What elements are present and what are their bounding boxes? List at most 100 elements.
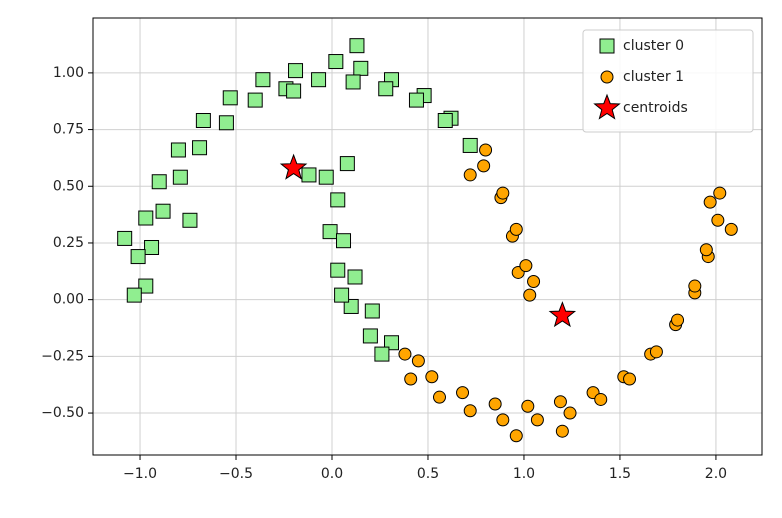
point — [288, 63, 304, 79]
point — [404, 372, 418, 386]
y-tick-label: 0.00 — [53, 292, 84, 308]
legend-label: centroids — [623, 100, 688, 116]
point — [671, 313, 685, 327]
point — [425, 370, 439, 384]
marks — [117, 38, 738, 443]
point — [311, 72, 327, 88]
point — [218, 115, 234, 131]
point — [138, 278, 154, 294]
point — [527, 275, 541, 289]
point — [711, 213, 725, 227]
point — [398, 347, 412, 361]
point — [151, 174, 167, 190]
x-tick-label: 0.0 — [321, 466, 343, 482]
point — [343, 298, 359, 314]
point — [334, 287, 350, 303]
x-tick-label: 1.5 — [609, 466, 631, 482]
point — [553, 395, 567, 409]
point — [408, 92, 424, 108]
point — [336, 233, 352, 249]
point — [496, 186, 510, 200]
point — [594, 392, 608, 406]
point — [353, 60, 369, 76]
legend-label: cluster 0 — [623, 38, 684, 54]
point — [432, 390, 446, 404]
point — [521, 399, 535, 413]
point — [247, 92, 263, 108]
point — [182, 212, 198, 228]
point — [713, 186, 727, 200]
point — [479, 143, 493, 157]
point — [555, 424, 569, 438]
point — [330, 192, 346, 208]
point — [195, 113, 211, 129]
point — [649, 345, 663, 359]
point — [301, 167, 317, 183]
x-tick-label: 0.5 — [417, 466, 439, 482]
point — [318, 169, 334, 185]
x-tick-label: −1.0 — [123, 466, 157, 482]
point — [349, 38, 365, 54]
point — [255, 72, 271, 88]
point — [456, 386, 470, 400]
point — [437, 113, 453, 129]
point — [170, 142, 186, 158]
point — [339, 156, 355, 172]
point — [330, 262, 346, 278]
point — [519, 259, 533, 273]
legend-marker — [600, 70, 614, 84]
point — [462, 137, 478, 153]
y-tick-label: 1.00 — [53, 65, 84, 81]
point — [374, 346, 390, 362]
point — [328, 54, 344, 70]
y-tick-label: −0.50 — [41, 405, 84, 421]
point — [347, 269, 363, 285]
point — [378, 81, 394, 97]
point — [130, 249, 146, 265]
point — [155, 203, 171, 219]
point — [279, 153, 308, 180]
point — [688, 279, 702, 293]
point — [509, 429, 523, 443]
point — [138, 210, 154, 226]
point — [364, 303, 380, 319]
point — [463, 404, 477, 418]
point — [362, 328, 378, 344]
point — [523, 288, 537, 302]
legend: cluster 0 cluster 1 centroids — [582, 29, 754, 133]
point — [192, 140, 208, 156]
point — [411, 354, 425, 368]
y-tick-label: −0.25 — [41, 348, 84, 364]
point — [384, 335, 400, 351]
legend-marker — [599, 38, 615, 54]
point — [623, 372, 637, 386]
y-tick-label: 0.25 — [53, 235, 84, 251]
point — [117, 230, 133, 246]
legend-label: cluster 1 — [623, 69, 684, 85]
point — [463, 168, 477, 182]
point — [724, 222, 738, 236]
point — [345, 74, 361, 90]
point — [286, 83, 302, 99]
x-tick-label: −0.5 — [219, 466, 253, 482]
point — [496, 413, 510, 427]
y-tick-label: 0.75 — [53, 122, 84, 138]
x-tick-label: 2.0 — [705, 466, 727, 482]
point — [488, 397, 502, 411]
point — [699, 243, 713, 257]
point — [322, 224, 338, 240]
point — [703, 195, 717, 209]
legend-box — [582, 29, 754, 133]
point — [222, 90, 238, 106]
point — [530, 413, 544, 427]
point — [563, 406, 577, 420]
legend-marker — [593, 93, 621, 120]
point — [509, 222, 523, 236]
point — [548, 301, 577, 328]
point — [144, 239, 160, 255]
x-tick-label: 1.0 — [513, 466, 535, 482]
point — [477, 159, 491, 173]
point — [126, 287, 142, 303]
y-tick-label: 0.50 — [53, 178, 84, 194]
